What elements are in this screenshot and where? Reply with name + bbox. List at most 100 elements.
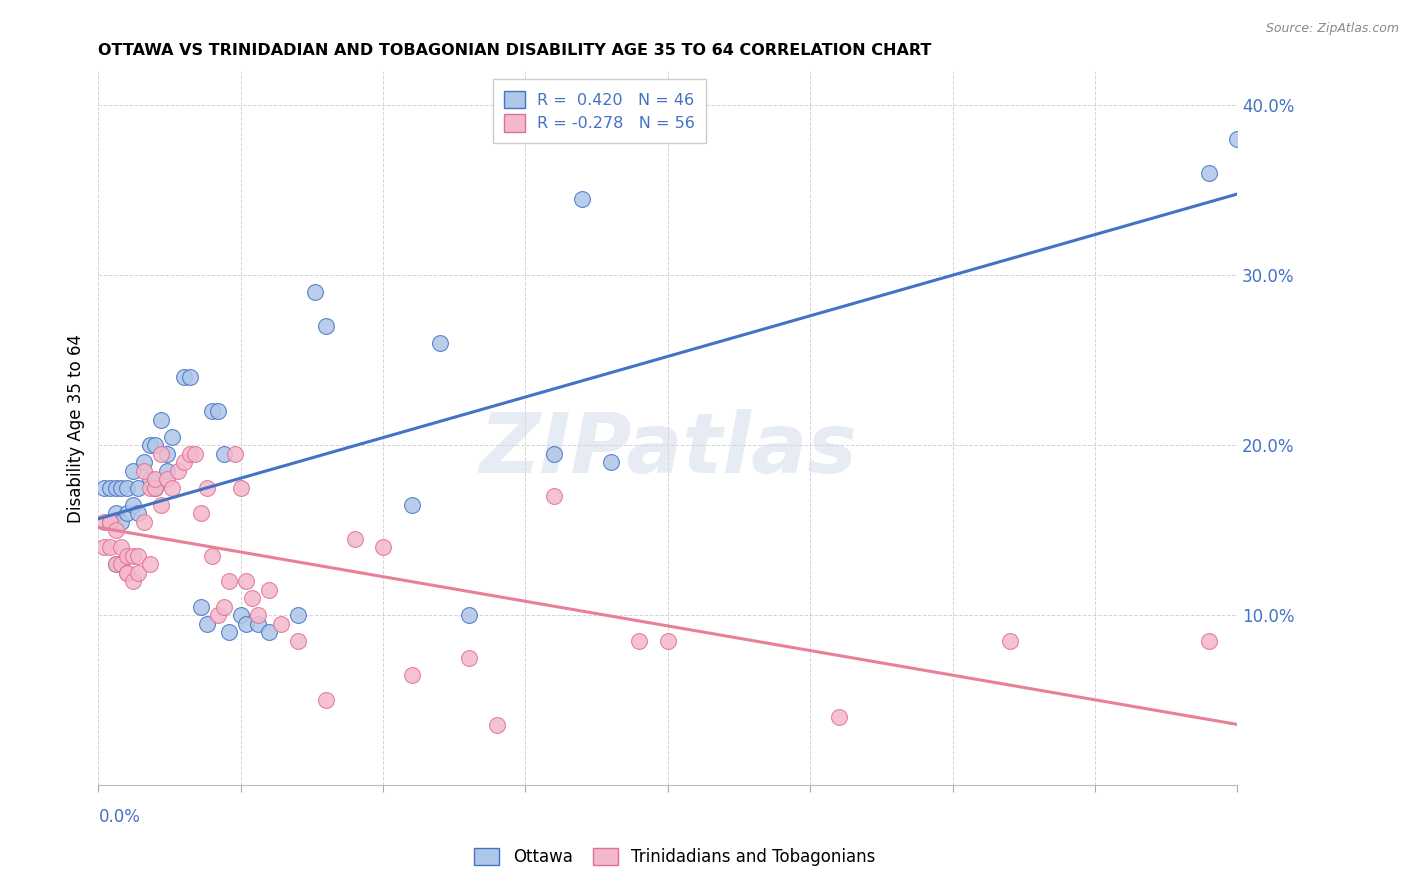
Point (212, 447, 235, 461)
Point (304, 285, 326, 300)
Point (190, 599, 212, 614)
Point (543, 447, 565, 461)
Point (828, 710, 851, 724)
Point (218, 625, 240, 640)
Point (162, 481, 184, 495)
Point (457, 650, 479, 665)
Point (162, 430, 184, 444)
Point (486, 718, 509, 732)
Point (150, 412, 173, 426)
Point (224, 447, 246, 461)
Point (315, 319, 337, 334)
Point (429, 336, 451, 351)
Point (657, 633, 679, 648)
Point (110, 515, 132, 529)
Point (201, 404, 224, 418)
Point (246, 608, 269, 623)
Point (543, 489, 565, 503)
Point (270, 616, 292, 631)
Point (104, 557, 127, 571)
Text: 0.0%: 0.0% (98, 808, 141, 826)
Point (218, 574, 240, 588)
Point (259, 582, 281, 597)
Point (190, 506, 212, 520)
Point (179, 370, 201, 384)
Point (145, 481, 167, 495)
Point (600, 455, 623, 469)
Point (132, 455, 155, 469)
Point (259, 625, 281, 640)
Point (1198, 633, 1220, 648)
Point (571, 192, 593, 206)
Point (110, 540, 132, 554)
Point (127, 566, 149, 580)
Point (115, 549, 138, 563)
Point (115, 481, 138, 495)
Point (93, 540, 115, 554)
Text: Source: ZipAtlas.com: Source: ZipAtlas.com (1265, 22, 1399, 36)
Point (115, 506, 138, 520)
Point (98, 515, 121, 529)
Point (150, 447, 173, 461)
Point (104, 506, 127, 520)
Point (373, 540, 395, 554)
Point (150, 498, 173, 512)
Point (401, 498, 423, 512)
Point (240, 591, 263, 605)
Point (195, 616, 218, 631)
Point (246, 616, 269, 631)
Point (121, 464, 143, 478)
Point (138, 438, 160, 452)
Point (127, 481, 149, 495)
Point (628, 633, 651, 648)
Point (201, 549, 224, 563)
Point (1226, 132, 1249, 146)
Point (457, 608, 479, 623)
Point (104, 557, 127, 571)
Point (110, 481, 132, 495)
Point (184, 447, 207, 461)
Point (287, 633, 309, 648)
Point (138, 472, 160, 486)
Point (145, 438, 167, 452)
Point (343, 532, 366, 546)
Point (93, 481, 115, 495)
Point (104, 523, 127, 537)
Point (167, 464, 190, 478)
Point (173, 455, 195, 469)
Point (110, 557, 132, 571)
Point (121, 574, 143, 588)
Legend: Ottawa, Trinidadians and Tobagonians: Ottawa, Trinidadians and Tobagonians (465, 840, 884, 875)
Point (156, 447, 179, 461)
Point (132, 464, 155, 478)
Text: OTTAWA VS TRINIDADIAN AND TOBAGONIAN DISABILITY AGE 35 TO 64 CORRELATION CHART: OTTAWA VS TRINIDADIAN AND TOBAGONIAN DIS… (98, 43, 932, 58)
Point (315, 693, 337, 707)
Point (98, 481, 121, 495)
Point (138, 481, 160, 495)
Point (115, 566, 138, 580)
Point (127, 549, 149, 563)
Point (212, 599, 235, 614)
Point (93, 515, 115, 529)
Point (173, 370, 195, 384)
Point (115, 566, 138, 580)
Point (138, 557, 160, 571)
Point (195, 481, 218, 495)
Point (98, 540, 121, 554)
Point (179, 447, 201, 461)
Point (401, 667, 423, 681)
Point (104, 481, 127, 495)
Point (998, 633, 1021, 648)
Y-axis label: Disability Age 35 to 64: Disability Age 35 to 64 (66, 334, 84, 523)
Point (156, 464, 179, 478)
Point (145, 472, 167, 486)
Point (98, 515, 121, 529)
Point (207, 404, 229, 418)
Point (121, 549, 143, 563)
Point (287, 608, 309, 623)
Legend: R =  0.420   N = 46, R = -0.278   N = 56: R = 0.420 N = 46, R = -0.278 N = 56 (492, 79, 706, 143)
Point (156, 472, 179, 486)
Point (127, 506, 149, 520)
Text: ZIPatlas: ZIPatlas (479, 409, 856, 490)
Point (1198, 166, 1220, 180)
